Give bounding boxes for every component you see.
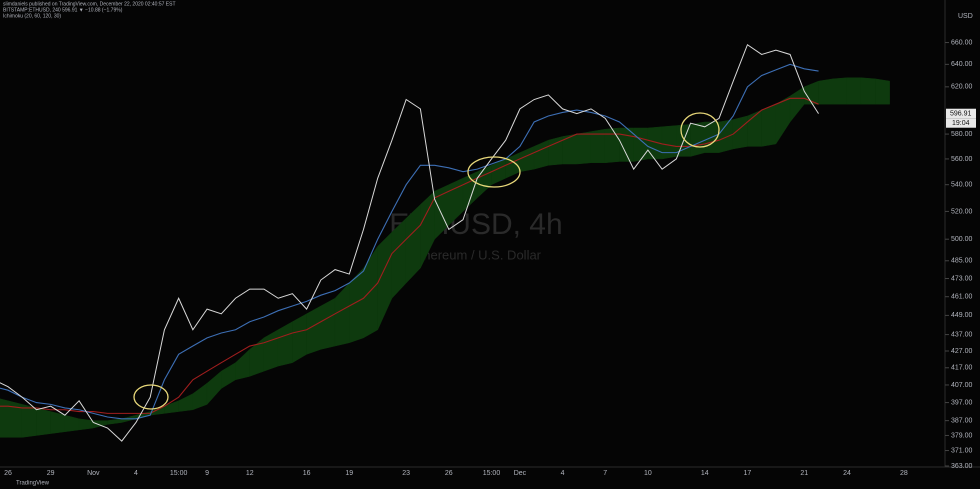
cloud-segment (761, 103, 777, 147)
x-tick-label: 14 (701, 470, 709, 477)
cloud-segment (0, 398, 9, 438)
y-tick-label: 560.00 (951, 156, 973, 163)
y-tick-label: 580.00 (951, 131, 973, 138)
cloud-segment (21, 404, 37, 438)
x-tick-label: 4 (561, 470, 565, 477)
y-tick-label: 640.00 (951, 61, 973, 68)
brand: TradingView (16, 481, 50, 487)
x-tick-label: 12 (246, 470, 254, 477)
x-tick-label: 21 (800, 470, 808, 477)
price-label-box (946, 108, 976, 119)
highlight-circle (133, 384, 169, 410)
cloud-segment (860, 77, 876, 105)
x-tick-label: 24 (843, 470, 851, 477)
highlight-circle (680, 112, 720, 148)
x-tick-label: 9 (205, 470, 209, 477)
y-tick-label: 407.00 (951, 382, 973, 389)
cloud-segment (320, 297, 336, 350)
y-tick-label: 363.00 (951, 463, 973, 470)
x-tick-label: 28 (900, 470, 908, 477)
cloud-segment (306, 305, 322, 355)
y-tick-label: 520.00 (951, 208, 973, 215)
y-tick-label: 379.00 (951, 432, 973, 439)
x-tick-label: 19 (345, 470, 353, 477)
x-tick-label: 17 (744, 470, 752, 477)
cloud-segment (50, 411, 66, 434)
x-tick-label: 4 (134, 470, 138, 477)
annotations (133, 112, 720, 410)
x-tick-label: Dec (514, 470, 527, 477)
cloud-segment (818, 78, 834, 105)
highlight-circle (467, 156, 521, 188)
y-tick-label: 397.00 (951, 399, 973, 406)
x-tick-label: Nov (87, 470, 100, 477)
x-tick-label: 16 (303, 470, 311, 477)
plot-area (0, 43, 890, 442)
cloud-segment (277, 321, 293, 367)
y-tick-label: 540.00 (951, 182, 973, 189)
y-tick-label: 461.00 (951, 294, 973, 301)
y-tick-label: 485.00 (951, 258, 973, 265)
y-tick-label: 473.00 (951, 275, 973, 282)
cloud-segment (36, 407, 51, 436)
cloud-segment (292, 313, 307, 364)
y-tick-label: 371.00 (951, 447, 973, 454)
countdown-box (946, 118, 976, 128)
x-tick-label: 15:00 (483, 470, 501, 477)
x-tick-label: 26 (4, 470, 12, 477)
header-line: Ichimoku (20, 60, 120, 30) (3, 13, 61, 19)
y-tick-label: 500.00 (951, 236, 973, 243)
watermark-description: Ethereum / U.S. Dollar (411, 247, 542, 262)
y-tick-label: 437.00 (951, 331, 973, 338)
y-tick-label: 427.00 (951, 348, 973, 355)
cloud-segment (562, 133, 578, 165)
cloud-segment (576, 131, 592, 165)
series-line (0, 63, 819, 420)
x-tick-label: 29 (47, 470, 55, 477)
y-tick-label: 660.00 (951, 39, 973, 46)
cloud-segment (661, 125, 677, 160)
series-line (0, 43, 819, 442)
y-tick-label: 620.00 (951, 84, 973, 91)
cloud-segment (875, 78, 890, 105)
x-tick-label: 23 (402, 470, 410, 477)
y-tick-label: 387.00 (951, 417, 973, 424)
x-tick-label: 10 (644, 470, 652, 477)
cloud-segment (78, 418, 94, 431)
price-label: 596.91 (950, 111, 972, 118)
cloud-segment (846, 77, 862, 105)
x-tick-label: 26 (445, 470, 453, 477)
x-tick-label: 7 (603, 470, 607, 477)
cloud-segment (604, 127, 620, 164)
countdown: 19:04 (952, 120, 970, 127)
x-tick-label: 15:00 (170, 470, 188, 477)
header-line: BITSTAMP:ETHUSD, 240 596.91 ▼ −10.88 (−1… (3, 7, 123, 13)
cloud-segment (690, 121, 706, 157)
cloud-segment (832, 77, 848, 105)
y-tick-label: 449.00 (951, 312, 973, 319)
header-line: slimdaniels published on TradingView.com… (3, 1, 176, 7)
currency: USD (958, 13, 973, 20)
y-tick-label: 417.00 (951, 365, 973, 372)
overlay: 596.91 19:04 (946, 108, 976, 128)
